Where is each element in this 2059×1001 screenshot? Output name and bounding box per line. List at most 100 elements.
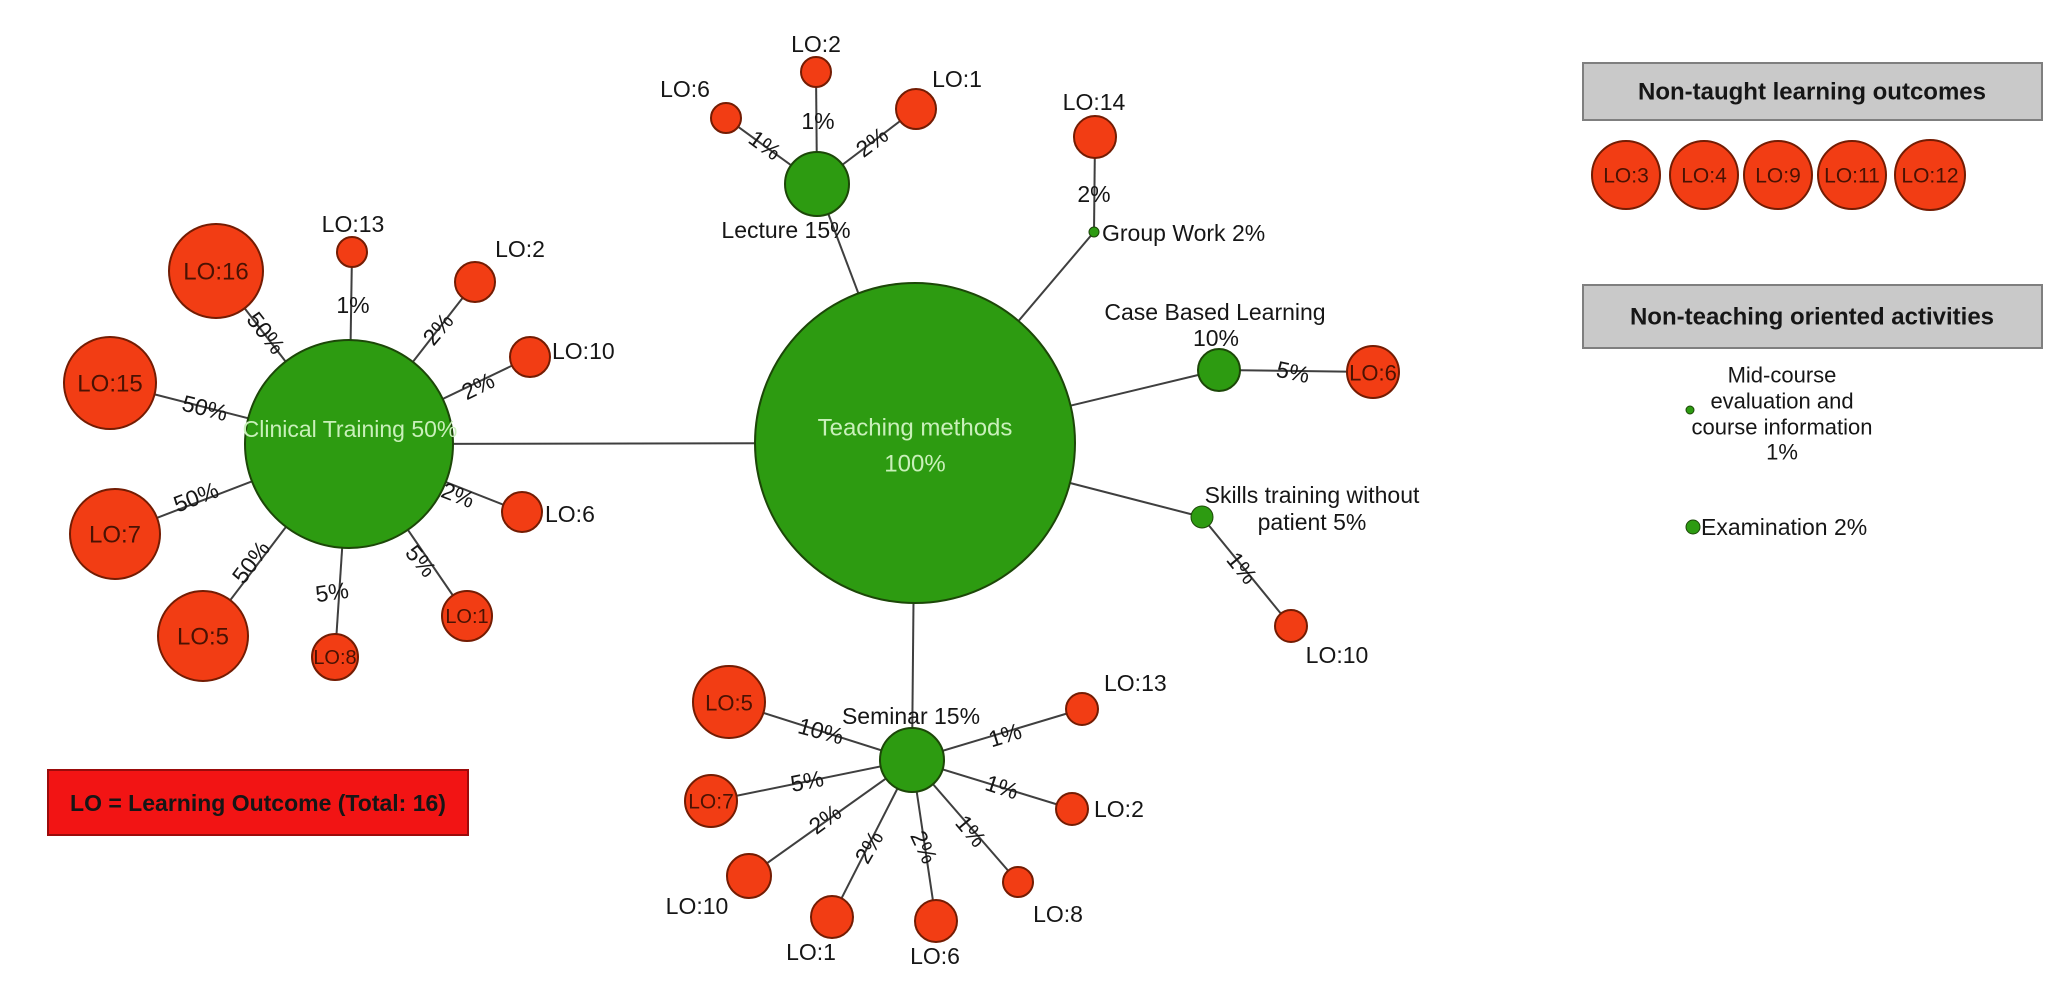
clinical-training-node (244, 339, 454, 549)
lo7-clinical-label: LO:7 (89, 522, 141, 549)
lo1-lecture-label: LO:1 (932, 66, 982, 92)
examination-label: Examination 2% (1701, 514, 1867, 540)
lo12-nontaught-label: LO:12 (1901, 165, 1958, 188)
lo14-groupwork-label: LO:14 (1063, 89, 1126, 115)
edge-percent-label-14: 5% (1274, 356, 1312, 388)
edge-percent-label-1: 1% (336, 292, 369, 318)
lo2-seminar-label: LO:2 (1094, 796, 1144, 822)
group-work-label: Group Work 2% (1102, 220, 1265, 246)
lo10-seminar-node (726, 853, 772, 899)
lo10-skills-label: LO:10 (1306, 642, 1369, 668)
lo14-groupwork-node (1073, 115, 1117, 159)
lo1-lecture-node (895, 88, 937, 130)
lo9-nontaught-node (1743, 140, 1813, 210)
lo2-lecture-node (800, 56, 832, 88)
lo6-lecture-label: LO:6 (660, 76, 710, 102)
lo1-clinical-node (441, 590, 493, 642)
non-taught-header-label: Non-taught learning outcomes (1638, 79, 1986, 106)
lo11-nontaught-node (1817, 140, 1887, 210)
seminar-node (879, 727, 945, 793)
edge-percent-label-8: 5% (400, 540, 441, 582)
edge-percent-label-20: 2% (905, 826, 943, 867)
edge-percent-label-3: 2% (457, 367, 498, 405)
lo6-seminar-label: LO:6 (910, 943, 960, 969)
edge-percent-label-13: 2% (1077, 181, 1110, 207)
lo8-clinical-node (311, 633, 359, 681)
lo12-nontaught-node (1894, 139, 1966, 211)
midcourse-label-line4: 1% (1766, 440, 1798, 465)
lo6-seminar-node (914, 899, 958, 943)
lo5-clinical-label: LO:5 (177, 624, 229, 651)
lo8-seminar-label: LO:8 (1033, 901, 1083, 927)
edge-percent-label-19: 2% (849, 826, 888, 868)
skills-label-line2: patient 5% (1258, 509, 1367, 535)
cbl-label-line2: 10% (1193, 325, 1239, 351)
lo3-nontaught-label: LO:3 (1603, 165, 1649, 188)
edge-percent-label-6: 50% (227, 536, 275, 588)
lo1-seminar-label: LO:1 (786, 939, 836, 965)
lo10-clinical-node (509, 336, 551, 378)
midcourse-label-line1: Mid-course (1728, 363, 1837, 388)
teaching-methods-label-line1: Teaching methods (818, 415, 1013, 442)
lo3-nontaught-node (1591, 140, 1661, 210)
lo1-clinical-label: LO:1 (445, 606, 488, 628)
lo8-seminar-node (1002, 866, 1034, 898)
lo6-clinical-label: LO:6 (545, 501, 595, 527)
teaching-methods-node (754, 282, 1076, 604)
lo6-cbl-node (1346, 345, 1400, 399)
lo5-seminar-label: LO:5 (705, 691, 753, 716)
lo2-clinical-label: LO:2 (495, 236, 545, 262)
lo13-seminar-label: LO:13 (1104, 670, 1167, 696)
lo6-clinical-node (501, 491, 543, 533)
skills-training-node (1190, 505, 1214, 529)
mid-course-node (1685, 405, 1695, 415)
lo6-lecture-node (710, 102, 742, 134)
edge-connector-24 (748, 759, 913, 877)
lo9-nontaught-label: LO:9 (1755, 165, 1801, 188)
lo5-seminar-node (692, 665, 766, 739)
lo-note-box (47, 769, 469, 836)
lo15-clinical-node (63, 336, 157, 430)
skills-label-line1: Skills training without (1205, 482, 1420, 508)
lo2-lecture-label: LO:2 (791, 31, 841, 57)
lo8-clinical-label: LO:8 (313, 647, 356, 669)
lo7-seminar-node (684, 774, 738, 828)
lo15-clinical-label: LO:15 (77, 371, 142, 398)
non-teaching-header (1582, 284, 2043, 349)
lo-note-box-label: LO = Learning Outcome (Total: 16) (70, 790, 446, 816)
edge-percent-label-22: 1% (982, 769, 1022, 804)
lo1-seminar-node (810, 895, 854, 939)
lo10-skills-node (1274, 609, 1308, 643)
edge-percent-label-16: 10% (795, 712, 846, 749)
lecture-label: Lecture 15% (721, 217, 850, 243)
lo7-seminar-label: LO:7 (688, 791, 734, 814)
edge-percent-label-23: 1% (985, 718, 1024, 753)
edge-percent-label-7: 5% (314, 577, 351, 607)
edge-percent-label-4: 50% (180, 390, 231, 426)
edge-connector-21 (1201, 516, 1292, 627)
lo13-seminar-node (1065, 692, 1099, 726)
case-based-learning-node (1197, 348, 1241, 392)
edge-percent-label-11: 1% (801, 108, 834, 134)
lo10-seminar-label: LO:10 (666, 893, 729, 919)
non-teaching-header-label: Non-teaching oriented activities (1630, 304, 1994, 331)
edge-percent-label-17: 5% (788, 765, 826, 797)
cbl-label-line1: Case Based Learning (1104, 299, 1325, 325)
edge-connector-23 (710, 759, 913, 802)
edge-percent-label-5: 50% (170, 477, 222, 518)
lo13-clinical-node (336, 236, 368, 268)
teaching-methods-label-line2: 100% (884, 451, 945, 478)
lo10-clinical-label: LO:10 (552, 338, 615, 364)
seminar-label: Seminar 15% (842, 703, 980, 729)
non-taught-header (1582, 62, 2043, 121)
lo4-nontaught-node (1669, 140, 1739, 210)
edge-percent-label-10: 1% (744, 125, 786, 166)
lo11-nontaught-label: LO:11 (1824, 165, 1880, 188)
midcourse-label-line2: evaluation and (1710, 389, 1853, 414)
lo13-clinical-label: LO:13 (322, 211, 385, 237)
edge-percent-label-2: 2% (417, 308, 458, 350)
clinical-training-label: Clinical Training 50% (243, 416, 458, 442)
midcourse-label-line3: course information (1692, 415, 1873, 440)
lo16-clinical-node (168, 223, 264, 319)
